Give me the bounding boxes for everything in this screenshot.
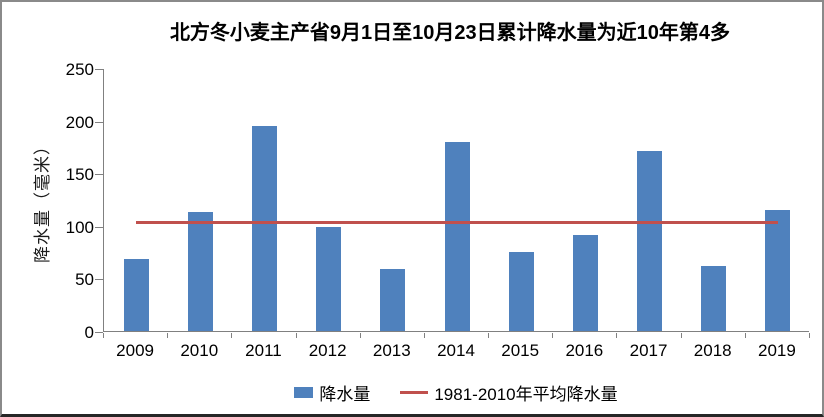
average-line <box>136 221 778 225</box>
x-axis-tick <box>295 333 297 338</box>
x-axis-tick <box>423 333 425 338</box>
x-axis-tick-label: 2009 <box>116 341 154 360</box>
legend-line-label: 1981-2010年平均降水量 <box>434 385 618 404</box>
y-axis-tick <box>95 332 103 333</box>
x-axis-tick <box>809 333 810 338</box>
x-axis-tick <box>167 333 169 338</box>
x-axis-tick-label: 2012 <box>308 341 347 360</box>
x-axis-tick-label: 2019 <box>757 341 796 360</box>
x-axis-tick-label: 2016 <box>565 341 604 360</box>
bar-2011 <box>251 125 277 331</box>
legend-bar-label: 降水量 <box>319 385 371 404</box>
x-axis-tick-label: 2013 <box>372 341 411 360</box>
legend: 降水量 1981-2010年平均降水量 <box>103 380 809 405</box>
y-axis-tick <box>95 279 103 281</box>
y-axis-tick-label: 250 <box>65 60 94 79</box>
chart-title: 北方冬小麦主产省9月1日至10月23日累计降水量为近10年第4多 <box>169 22 731 44</box>
x-axis-tick <box>680 333 682 338</box>
x-axis-tick-label: 2015 <box>501 341 540 360</box>
y-axis-tick <box>95 69 103 70</box>
x-axis-tick <box>359 333 361 338</box>
legend-item-precipitation: 降水量 <box>294 380 370 405</box>
y-axis-tick-label: 100 <box>65 217 94 237</box>
bar-2009 <box>123 259 149 331</box>
x-axis-tick <box>744 333 746 338</box>
bar-2014 <box>444 141 470 331</box>
bar-2016 <box>572 235 598 331</box>
bar-2018 <box>701 265 727 331</box>
x-axis-tick <box>616 333 618 338</box>
x-axis-tick <box>231 333 233 338</box>
y-axis-tick <box>95 174 103 176</box>
y-axis-tick-label: 50 <box>75 270 94 290</box>
x-axis-tick <box>488 333 490 338</box>
bar-2015 <box>508 252 534 331</box>
x-axis-tick-label: 2017 <box>629 341 668 360</box>
x-axis-tick-label: 2011 <box>245 341 282 360</box>
legend-item-average: 1981-2010年平均降水量 <box>400 380 618 405</box>
bar-2013 <box>380 268 406 331</box>
plot-area <box>103 69 809 332</box>
bar-2010 <box>187 212 213 331</box>
y-axis-tick-label: 0 <box>84 323 94 342</box>
x-axis-tick-label: 2018 <box>693 341 732 360</box>
x-axis-tick <box>103 333 104 338</box>
y-axis-tick <box>95 121 103 123</box>
bar-2017 <box>637 151 663 331</box>
x-axis-tick-label: 2014 <box>437 341 475 360</box>
line-swatch-icon <box>400 391 429 394</box>
x-axis-tick-label: 2010 <box>180 341 219 360</box>
y-axis-tick-label: 200 <box>65 112 94 132</box>
bar-2019 <box>765 210 791 331</box>
y-axis-tick-label: 150 <box>65 165 94 185</box>
bar-2012 <box>316 226 342 331</box>
y-axis-tick <box>95 226 103 228</box>
x-axis-tick <box>552 333 554 338</box>
bar-swatch-icon <box>294 387 314 398</box>
